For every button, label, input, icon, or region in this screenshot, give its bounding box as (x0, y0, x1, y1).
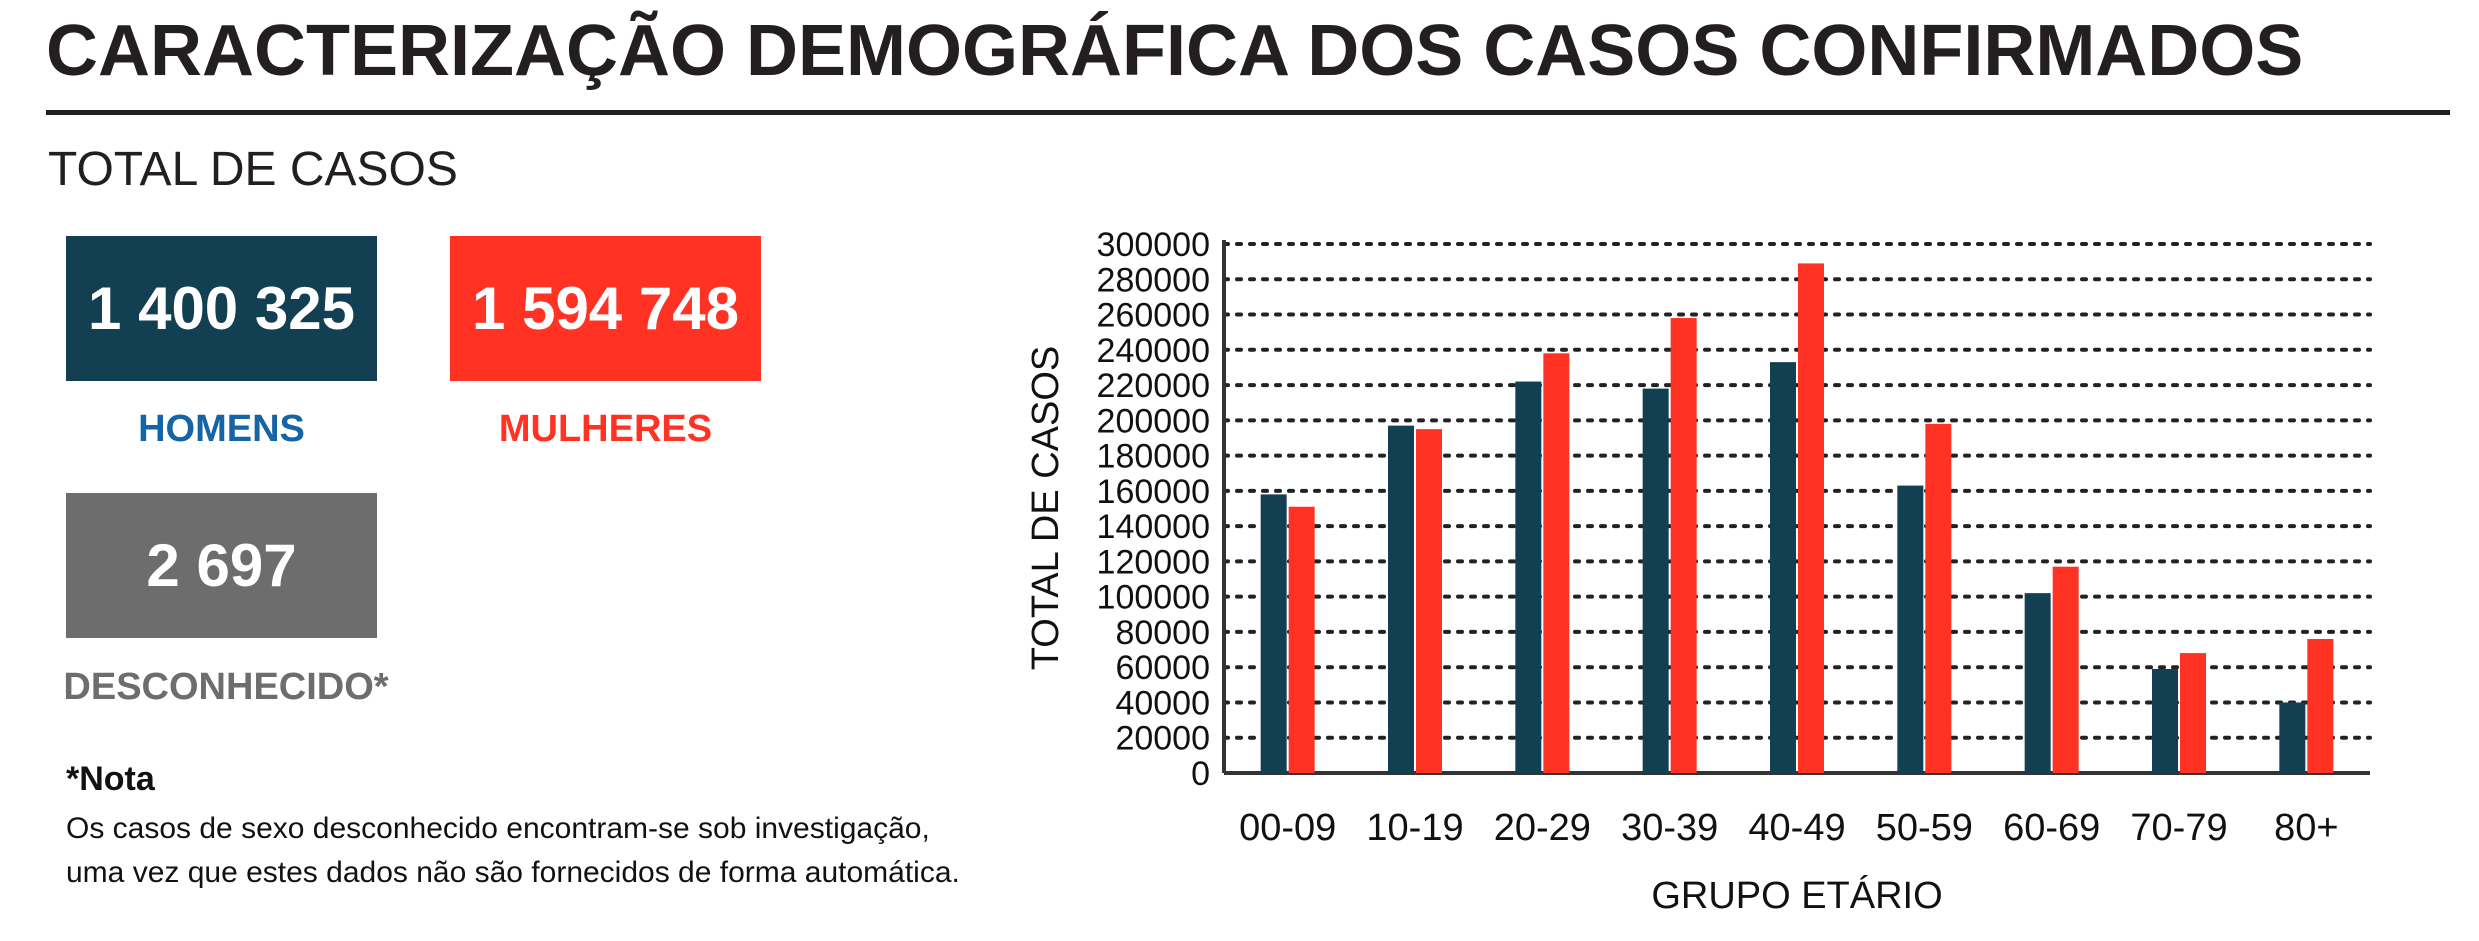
women-label: MULHERES (498, 408, 713, 450)
y-tick-label: 140000 (1097, 508, 1210, 546)
y-tick-label: 80000 (1115, 614, 1210, 652)
x-tick-label: 60-69 (2003, 807, 2100, 849)
y-tick-label: 120000 (1097, 543, 1210, 581)
title-divider (46, 110, 2450, 115)
bar-30-39-series-1 (1642, 388, 1669, 773)
men-total-box: 1 400 325 (66, 236, 377, 381)
y-tick-label: 60000 (1115, 649, 1210, 687)
women-total-box: 1 594 748 (450, 236, 761, 381)
bar-00-09-series-2 (1288, 506, 1315, 773)
bar-50-59-series-2 (1925, 423, 1952, 773)
y-axis-title: TOTAL DE CASOS (1025, 346, 1067, 670)
section-label: TOTAL DE CASOS (48, 143, 458, 196)
y-tick-label: 40000 (1115, 684, 1210, 722)
bar-00-09-series-1 (1260, 494, 1287, 773)
unknown-label: DESCONHECIDO* (63, 666, 389, 708)
women-total-value: 1 594 748 (472, 275, 739, 342)
x-axis-title: GRUPO ETÁRIO (1651, 874, 1942, 917)
bar-60-69-series-1 (2024, 593, 2051, 773)
x-tick-label: 30-39 (1621, 807, 1718, 849)
y-tick-label: 160000 (1097, 473, 1210, 511)
bar-30-39-series-2 (1670, 318, 1697, 773)
y-tick-label: 20000 (1115, 720, 1210, 758)
bar-40-49-series-1 (1770, 362, 1796, 773)
x-tick-label: 50-59 (1876, 807, 1973, 849)
x-tick-label: 80+ (2274, 807, 2338, 849)
bar-60-69-series-2 (2052, 566, 2079, 773)
bar-80+-series-2 (2307, 638, 2334, 773)
note-title: *Nota (66, 760, 155, 798)
note-line-1: Os casos de sexo desconhecido encontram-… (66, 812, 930, 845)
y-tick-label: 100000 (1097, 579, 1210, 617)
bar-20-29-series-2 (1543, 353, 1570, 773)
bar-70-79-series-1 (2152, 668, 2178, 773)
y-tick-label: 200000 (1097, 402, 1210, 440)
bar-40-49-series-2 (1798, 263, 1824, 773)
x-tick-label: 20-29 (1494, 807, 1591, 849)
y-tick-label: 0 (1191, 755, 1210, 793)
men-total-value: 1 400 325 (88, 275, 355, 342)
page-title: CARACTERIZAÇÃO DEMOGRÁFICA DOS CASOS CON… (46, 11, 2304, 91)
y-tick-label: 240000 (1097, 332, 1210, 370)
y-tick-label: 220000 (1097, 367, 1210, 405)
men-label: HOMENS (138, 408, 305, 450)
x-tick-label: 00-09 (1239, 807, 1336, 849)
note-line-2: uma vez que estes dados não são fornecid… (66, 856, 960, 889)
x-tick-label: 10-19 (1366, 807, 1463, 849)
y-tick-label: 260000 (1097, 297, 1210, 335)
bar-80+-series-1 (2279, 702, 2306, 773)
y-tick-label: 180000 (1097, 438, 1210, 476)
bar-20-29-series-1 (1515, 381, 1542, 773)
y-tick-label: 280000 (1097, 261, 1210, 299)
bar-10-19-series-2 (1416, 429, 1442, 773)
y-tick-label: 300000 (1097, 226, 1210, 264)
x-tick-label: 70-79 (2130, 807, 2227, 849)
unknown-total-box: 2 697 (66, 493, 377, 638)
x-tick-label: 40-49 (1748, 807, 1845, 849)
bar-50-59-series-1 (1897, 485, 1924, 773)
unknown-total-value: 2 697 (146, 532, 297, 599)
bar-70-79-series-2 (2180, 653, 2206, 773)
bar-10-19-series-1 (1388, 425, 1414, 773)
